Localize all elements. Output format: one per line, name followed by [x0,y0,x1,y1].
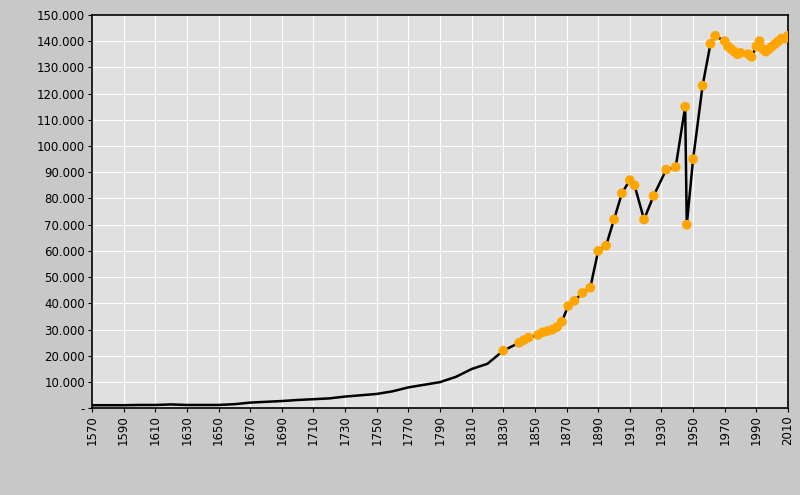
Point [742,50,755,58]
Point [769,40,782,48]
Point [686,155,699,163]
Point [546,326,558,334]
Point [718,37,731,45]
Point [628,181,641,189]
Point [762,45,775,53]
Point [600,242,613,249]
Point [623,176,636,184]
Point [497,346,510,354]
Point [759,48,772,55]
Point [576,289,589,297]
Point [678,103,691,111]
Point [568,297,581,305]
Point [725,45,738,53]
Point [670,163,682,171]
Point [532,331,545,339]
Point [647,192,660,200]
Point [592,247,605,255]
Point [782,32,794,40]
Point [722,43,734,50]
Point [766,43,778,50]
Point [518,336,530,344]
Point [660,166,673,174]
Point [608,215,621,223]
Point [750,43,762,50]
Point [522,334,535,342]
Point [731,50,744,58]
Point [680,221,693,229]
Point [775,35,788,43]
Point [728,48,741,55]
Point [772,37,785,45]
Point [537,328,550,336]
Point [753,37,766,45]
Point [555,318,568,326]
Point [778,35,791,43]
Point [562,302,574,310]
Point [734,49,747,57]
Point [746,53,758,61]
Point [704,40,717,48]
Point [615,189,628,197]
Point [638,215,650,223]
Point [756,45,769,53]
Point [550,323,563,331]
Point [541,327,554,335]
Point [584,284,597,292]
Point [709,32,722,40]
Point [696,82,709,90]
Point [513,339,526,346]
